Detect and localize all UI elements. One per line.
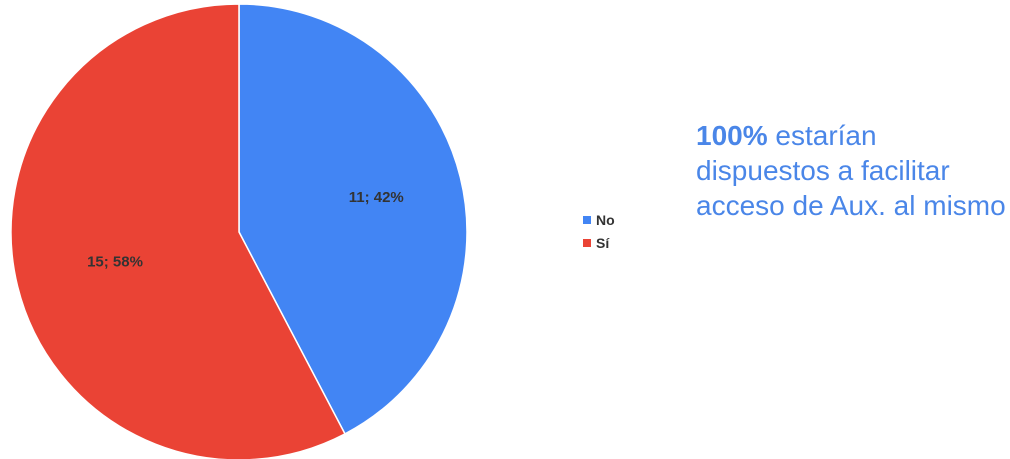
- pie-slice-no: [238, 3, 468, 435]
- legend: No Sí: [583, 208, 615, 254]
- legend-swatch-no: [583, 215, 591, 224]
- slice-label-si: 15; 58%: [87, 254, 143, 271]
- legend-swatch-si: [583, 238, 591, 247]
- legend-item-no: No: [583, 208, 615, 231]
- side-note-highlight: 100%: [696, 120, 768, 151]
- legend-label-no: No: [596, 211, 615, 228]
- legend-item-si: Sí: [583, 231, 615, 254]
- legend-label-si: Sí: [596, 234, 610, 251]
- side-note: 100% estarían dispuestos a facilitar acc…: [696, 118, 1006, 223]
- slice-label-no: 11; 42%: [349, 189, 404, 206]
- pie-chart: 11; 42% 15; 58%: [10, 3, 468, 459]
- side-note-text: estarían dispuestos a facilitar acceso d…: [696, 120, 1006, 221]
- pie-slice-si: [10, 3, 346, 459]
